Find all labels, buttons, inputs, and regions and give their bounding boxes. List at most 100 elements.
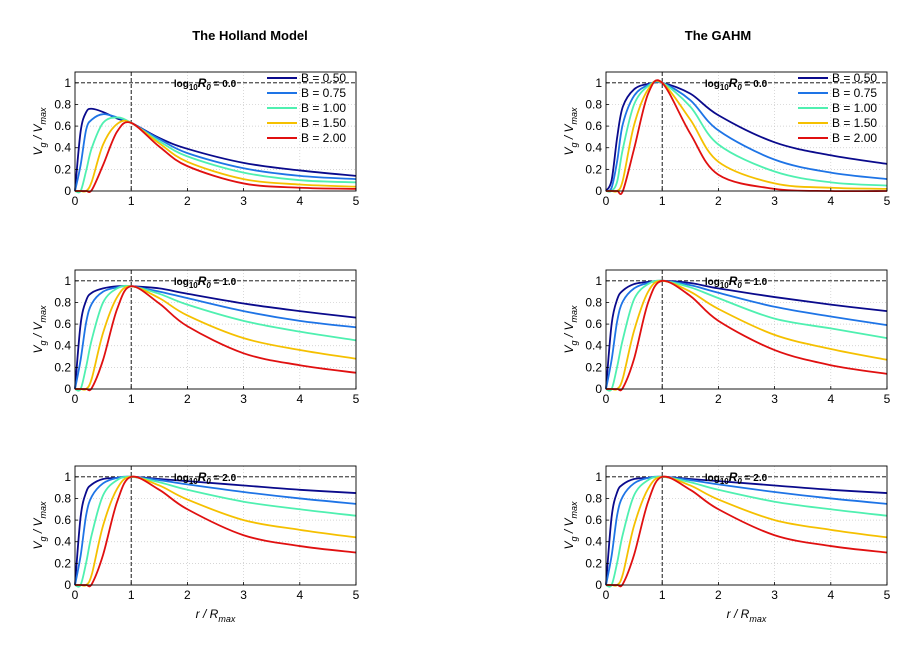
- y-tick-label: 1: [595, 274, 602, 288]
- legend-label: B = 2.00: [832, 131, 877, 145]
- axes-frame: [74, 465, 357, 586]
- legend-label: B = 1.00: [832, 101, 877, 115]
- legend-label: B = 2.00: [301, 131, 346, 145]
- x-tick-label: 2: [715, 194, 722, 208]
- annotation-equals: =: [742, 79, 753, 90]
- y-tick-label: 0.8: [585, 491, 602, 505]
- y-tick-label: 0.4: [585, 535, 602, 549]
- axes-frame: [605, 71, 888, 192]
- legend: B = 0.50B = 0.75B = 1.00B = 1.50B = 2.00: [798, 71, 877, 145]
- y-tick-label: 0.8: [54, 491, 71, 505]
- x-tick-label: 5: [884, 588, 891, 602]
- x-tick-label: 4: [827, 588, 834, 602]
- x-tick-label: 4: [827, 392, 834, 406]
- panel-holland-row-1: 0 1 2 3 4 5 0 0.2 0.4 0.6 0.8 1 Vg / Vmax log10R0 = 1…: [31, 269, 360, 406]
- x-tick-label: 2: [715, 588, 722, 602]
- legend-label: B = 0.75: [301, 86, 346, 100]
- x-tick-label: 4: [296, 194, 303, 208]
- y-axis-label: Vg / Vmax: [31, 107, 48, 156]
- y-tick-label: 0.6: [585, 317, 602, 331]
- x-axis-labels: r / Rmax r / Rmax: [196, 607, 767, 624]
- y-tick-label: 0: [64, 184, 71, 198]
- x-tick-label: 3: [771, 588, 778, 602]
- x-tick-label: 0: [603, 588, 610, 602]
- column-titles: The Holland Model The GAHM: [192, 28, 751, 43]
- series-line-b-1: [74, 284, 357, 392]
- column-title-holland: The Holland Model: [192, 28, 308, 43]
- y-tick-label: 0.4: [585, 339, 602, 353]
- y-tick-label: 0: [595, 578, 602, 592]
- y-tick-label: 0.8: [585, 295, 602, 309]
- y-tick-label: 0.6: [585, 119, 602, 133]
- panel-gahm-row-2: 0 1 2 3 4 5 0 0.2 0.4 0.6 0.8 1 Vg / Vmax log10R0 = 2…: [562, 465, 891, 602]
- x-tick-label: 1: [659, 392, 666, 406]
- y-tick-label: 0: [595, 382, 602, 396]
- x-tick-label: 1: [128, 588, 135, 602]
- y-tick-label: 0.6: [54, 513, 71, 527]
- x-tick-label: 2: [184, 588, 191, 602]
- annotation-equals: =: [742, 473, 753, 484]
- y-tick-label: 1: [595, 470, 602, 484]
- legend-label: B = 1.00: [301, 101, 346, 115]
- x-tick-label: 3: [771, 392, 778, 406]
- annotation-equals: =: [742, 277, 753, 288]
- y-tick-label: 0.4: [54, 141, 71, 155]
- panel-annotation: log10R0 = 1.0: [174, 274, 237, 290]
- y-tick-label: 0.2: [585, 556, 602, 570]
- y-tick-label: 0.2: [585, 360, 602, 374]
- x-tick-label: 0: [72, 588, 79, 602]
- x-tick-label: 5: [353, 392, 360, 406]
- series-line-b-1: [605, 279, 888, 392]
- panel-annotation: log10R0 = 0.0: [174, 76, 237, 92]
- x-tick-label: 5: [884, 392, 891, 406]
- y-tick-label: 0.6: [585, 513, 602, 527]
- legend-label: B = 0.75: [832, 86, 877, 100]
- panel-holland-row-0: 0 1 2 3 4 5 0 0.2 0.4 0.6 0.8 1 Vg / Vmax log10R0 = 0…: [31, 71, 360, 208]
- x-tick-label: 3: [240, 588, 247, 602]
- legend-label: B = 0.50: [832, 71, 877, 85]
- panel-gahm-row-0: 0 1 2 3 4 5 0 0.2 0.4 0.6 0.8 1 Vg / Vmax log10R0 = 0…: [562, 71, 891, 208]
- x-tick-label: 5: [884, 194, 891, 208]
- x-tick-label: 1: [128, 194, 135, 208]
- x-tick-label: 1: [128, 392, 135, 406]
- x-tick-label: 3: [240, 392, 247, 406]
- y-tick-label: 0.2: [54, 556, 71, 570]
- x-axis-label-gahm: r / Rmax: [727, 607, 767, 624]
- legend-label: B = 0.50: [301, 71, 346, 85]
- x-tick-label: 4: [827, 194, 834, 208]
- x-tick-label: 0: [72, 392, 79, 406]
- y-tick-label: 1: [64, 470, 71, 484]
- panel-holland-row-2: 0 1 2 3 4 5 0 0.2 0.4 0.6 0.8 1 Vg / Vmax log10R0 = 2…: [31, 465, 360, 602]
- column-title-gahm: The GAHM: [685, 28, 751, 43]
- y-tick-label: 1: [64, 76, 71, 90]
- plot-area: [75, 466, 356, 585]
- x-tick-label: 0: [72, 194, 79, 208]
- x-tick-label: 4: [296, 588, 303, 602]
- axes-frame: [605, 465, 888, 586]
- axes-frame: [605, 269, 888, 390]
- panel-annotation: log10R0 = 0.0: [705, 76, 768, 92]
- y-axis-label: Vg / Vmax: [562, 107, 579, 156]
- y-tick-label: 0: [595, 184, 602, 198]
- annotation-equals: =: [211, 473, 222, 484]
- y-tick-label: 0.8: [54, 295, 71, 309]
- y-tick-label: 1: [64, 274, 71, 288]
- series-line-b-1: [74, 116, 357, 194]
- x-axis-label-holland: r / Rmax: [196, 607, 236, 624]
- y-tick-label: 1: [595, 76, 602, 90]
- y-axis-label: Vg / Vmax: [31, 501, 48, 550]
- y-tick-label: 0.8: [54, 97, 71, 111]
- annotation-equals: =: [211, 277, 222, 288]
- y-tick-label: 0.4: [585, 141, 602, 155]
- y-tick-label: 0.4: [54, 535, 71, 549]
- x-tick-label: 2: [715, 392, 722, 406]
- plot-area: [606, 72, 887, 191]
- panels-layer: 0 1 2 3 4 5 0 0.2 0.4 0.6 0.8 1 Vg / Vmax log10R0 = 0…: [31, 71, 891, 602]
- legend-label: B = 1.50: [301, 116, 346, 130]
- plot-area: [606, 466, 887, 585]
- y-tick-label: 0.6: [54, 119, 71, 133]
- x-tick-label: 0: [603, 392, 610, 406]
- y-tick-label: 0.6: [54, 317, 71, 331]
- axes-frame: [74, 71, 357, 192]
